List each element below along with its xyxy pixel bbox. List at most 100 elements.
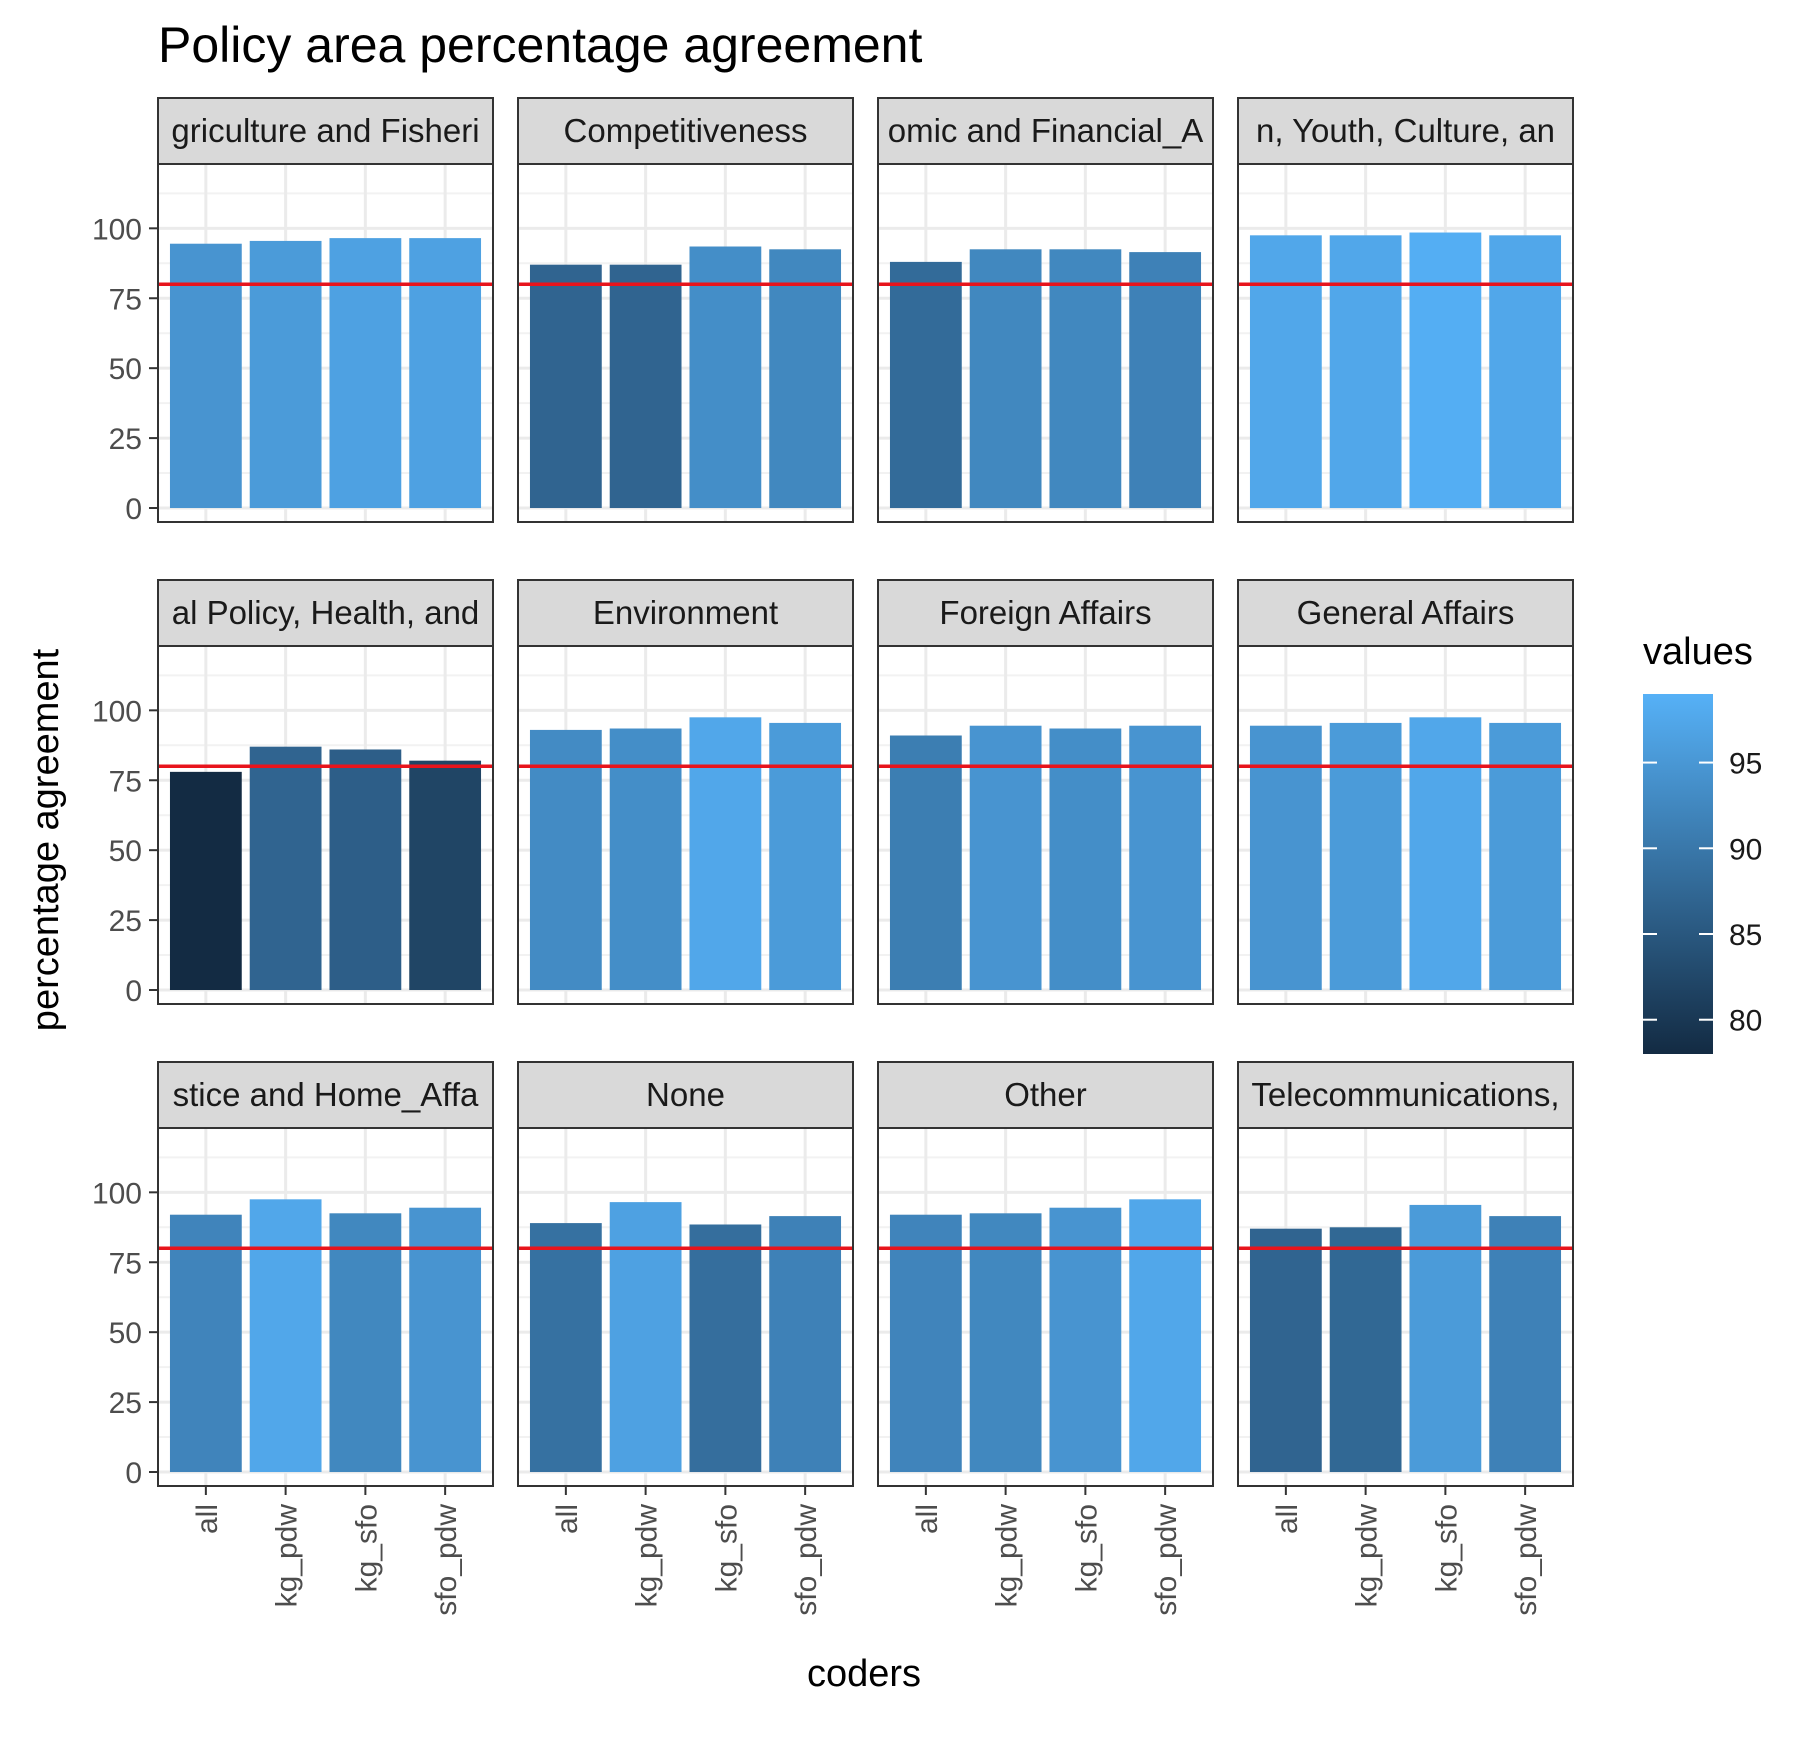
bar	[529, 1223, 602, 1473]
facet-panel: General Affairs	[1237, 579, 1574, 1005]
x-tick-label: kg_pdw	[991, 1504, 1024, 1608]
x-tick-label: all	[911, 1504, 944, 1534]
bar-group	[529, 246, 842, 509]
bar	[169, 1214, 242, 1473]
bar	[169, 771, 242, 991]
y-tick-label: 75	[109, 283, 142, 316]
facet-panel: al Policy, Health, and 0 25 50 75 100	[92, 579, 494, 1008]
y-tick-label: 100	[92, 695, 142, 728]
bar	[249, 240, 322, 509]
facet-strip-label: n, Youth, Culture, an	[1256, 112, 1555, 149]
legend-colorbar	[1643, 694, 1713, 1054]
bar	[1049, 728, 1122, 991]
bar	[969, 1213, 1042, 1473]
x-tick-label: kg_pdw	[631, 1504, 664, 1608]
bar	[169, 243, 242, 509]
bar	[769, 249, 842, 509]
facet-panel: Foreign Affairs	[877, 579, 1214, 1005]
bar	[249, 746, 322, 991]
x-tick-label: kg_pdw	[271, 1504, 304, 1608]
bar	[689, 717, 762, 991]
facet-strip	[517, 1061, 854, 1129]
facet-strip	[157, 97, 494, 165]
y-tick-label: 0	[125, 493, 142, 526]
bar	[769, 1216, 842, 1473]
facet-strip-label: griculture and Fisheri	[171, 112, 479, 149]
bar	[889, 735, 962, 991]
x-tick-label: kg_sfo	[710, 1504, 743, 1592]
facet-strip-label: Telecommunications,	[1251, 1076, 1559, 1113]
legend-tick-label: 95	[1729, 748, 1762, 781]
facet-panel: stice and Home_Affa 0 25 50 75 100 all kg_pdw kg…	[92, 1061, 494, 1616]
bar	[769, 722, 842, 991]
bar-group	[169, 746, 482, 991]
facet-strip-label: General Affairs	[1297, 594, 1515, 631]
legend-tick-label: 80	[1729, 1005, 1762, 1038]
bar	[1249, 235, 1322, 509]
x-tick-label: sfo_pdw	[1150, 1504, 1183, 1616]
facet-panel: Telecommunications, all kg_pdw kg_sfo sfo_pd…	[1237, 1061, 1574, 1616]
bar	[1489, 235, 1562, 509]
bar	[889, 261, 962, 509]
facet-strip-label: None	[646, 1076, 725, 1113]
bar	[409, 238, 482, 509]
y-tick-label: 75	[109, 1247, 142, 1280]
bar-group	[169, 1199, 482, 1473]
bar	[1249, 725, 1322, 991]
bar	[1409, 232, 1482, 509]
facet-panel: Competitiveness	[517, 97, 854, 523]
bar	[1249, 1228, 1322, 1473]
x-tick-label: all	[191, 1504, 224, 1534]
y-tick-label: 25	[109, 423, 142, 456]
bar	[1409, 717, 1482, 991]
y-tick-label: 25	[109, 905, 142, 938]
legend-tick-label: 85	[1729, 919, 1762, 952]
bar	[529, 264, 602, 509]
x-tick-label: kg_sfo	[350, 1504, 383, 1592]
bar	[609, 1202, 682, 1473]
bar	[1129, 252, 1202, 509]
legend-tick-label: 90	[1729, 833, 1762, 866]
bar	[409, 760, 482, 991]
bar	[1329, 722, 1402, 991]
bar	[689, 246, 762, 509]
bar	[1129, 1199, 1202, 1473]
facet-panel: Other all kg_pdw kg_sfo sfo_pdw	[877, 1061, 1214, 1616]
bar-group	[1249, 232, 1562, 509]
facet-strip	[877, 97, 1214, 165]
bar	[969, 249, 1042, 509]
facet-strip-label: Competitiveness	[564, 112, 808, 149]
facet-panel: None all kg_pdw kg_sfo sfo_pdw	[517, 1061, 854, 1616]
legend-title: values	[1643, 631, 1753, 673]
facet-panel: Environment	[517, 579, 854, 1005]
bar	[609, 728, 682, 991]
facet-strip	[877, 579, 1214, 647]
facet-panel: n, Youth, Culture, an	[1237, 97, 1574, 523]
bar	[1329, 235, 1402, 509]
facet-strip-label: Foreign Affairs	[939, 594, 1151, 631]
bar-group	[889, 725, 1202, 991]
bar	[1489, 1216, 1562, 1473]
chart-title: Policy area percentage agreement	[158, 17, 922, 73]
x-tick-label: sfo_pdw	[1510, 1504, 1543, 1616]
bar	[409, 1207, 482, 1473]
facet-strip	[1237, 97, 1574, 165]
bar	[329, 1213, 402, 1473]
x-tick-label: kg_pdw	[1351, 1504, 1384, 1608]
bar	[1129, 725, 1202, 991]
x-tick-label: sfo_pdw	[790, 1504, 823, 1616]
bar	[609, 264, 682, 509]
y-tick-label: 75	[109, 765, 142, 798]
facet-panel: griculture and Fisheri 0 25 50 75 100	[92, 97, 494, 526]
y-tick-label: 25	[109, 1387, 142, 1420]
facets-layer: griculture and Fisheri 0 25 50 75 100 Competit…	[92, 97, 1574, 1616]
bar	[529, 729, 602, 991]
facet-strip-label: al Policy, Health, and	[172, 594, 480, 631]
bar	[1409, 1204, 1482, 1473]
y-tick-label: 100	[92, 213, 142, 246]
facet-strip	[157, 1061, 494, 1129]
bar	[1329, 1227, 1402, 1473]
bar	[249, 1199, 322, 1473]
bar	[329, 238, 402, 509]
